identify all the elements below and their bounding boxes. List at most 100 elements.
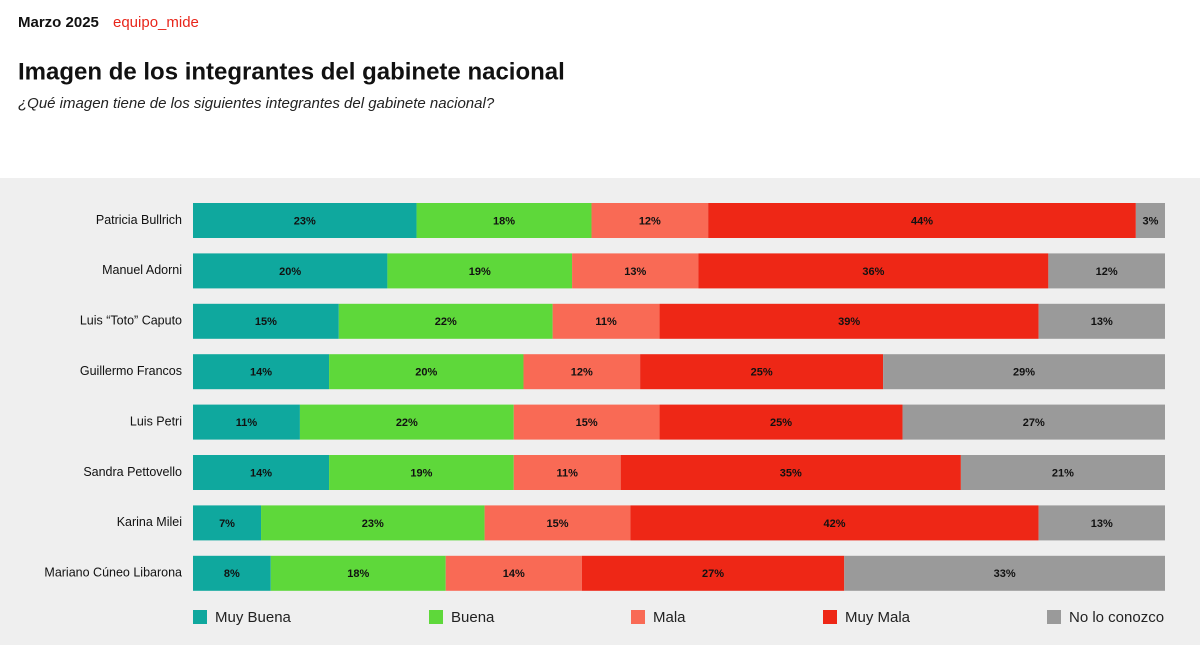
bar-segment [416, 203, 592, 238]
value-label: 29% [1013, 367, 1035, 379]
legend-swatch [429, 610, 443, 624]
value-label: 11% [236, 417, 258, 429]
value-label: 15% [255, 316, 277, 328]
bar-segment [1038, 505, 1165, 541]
bar-segment [513, 455, 621, 490]
legend-swatch [193, 610, 207, 624]
category-label: Mariano Cúneo Libarona [44, 566, 182, 580]
value-label: 14% [503, 568, 525, 580]
bar-segment [552, 303, 660, 339]
value-label: 35% [780, 467, 802, 479]
value-label: 23% [294, 215, 316, 227]
bar-segment [523, 354, 641, 390]
bar-segment [299, 404, 514, 440]
category-label: Sandra Pettovello [83, 465, 182, 479]
bar-segment [591, 203, 709, 238]
legend-label: Mala [653, 609, 686, 626]
bar-segment [902, 404, 1165, 440]
category-label: Manuel Adorni [102, 263, 182, 277]
value-label: 15% [576, 417, 598, 429]
legend-label: Muy Buena [215, 609, 292, 626]
value-label: 33% [994, 568, 1016, 580]
bar-segment [620, 455, 961, 490]
category-label: Patricia Bullrich [96, 213, 182, 227]
bar-segment [193, 354, 330, 390]
bar-segment [193, 455, 330, 490]
value-label: 19% [469, 266, 491, 278]
category-label: Luis Petri [130, 414, 182, 428]
value-label: 27% [702, 568, 724, 580]
value-label: 25% [770, 417, 792, 429]
value-label: 19% [410, 467, 432, 479]
chart-title: Imagen de los integrantes del gabinete n… [18, 58, 565, 85]
date: Marzo 2025 [18, 14, 99, 31]
value-label: 22% [435, 316, 457, 328]
value-label: 8% [224, 568, 240, 580]
bar-segment [572, 253, 699, 289]
value-label: 21% [1052, 467, 1074, 479]
bar-segment [1048, 253, 1165, 289]
value-label: 13% [624, 266, 646, 278]
bar-segment [261, 505, 485, 541]
bar-segment [1135, 203, 1165, 238]
bar-segment [513, 404, 660, 440]
bar-segment [1038, 303, 1165, 339]
bar-segment [338, 303, 553, 339]
bar-segment [708, 203, 1136, 238]
legend-swatch [1047, 610, 1061, 624]
bar-segment [193, 303, 339, 339]
legend-swatch [823, 610, 837, 624]
bar-segment [659, 404, 903, 440]
value-label: 18% [347, 568, 369, 580]
value-label: 14% [250, 467, 272, 479]
value-label: 44% [911, 215, 933, 227]
legend-label: Muy Mala [845, 609, 911, 626]
value-label: 7% [219, 518, 235, 530]
bar-segment [329, 455, 514, 490]
bar-segment [698, 253, 1049, 289]
value-label: 3% [1142, 215, 1158, 227]
value-label: 25% [751, 367, 773, 379]
brand: equipo_mide [113, 14, 199, 31]
legend-label: No lo conozco [1069, 609, 1164, 626]
bar-segment [844, 555, 1165, 591]
value-label: 13% [1091, 316, 1113, 328]
value-label: 12% [1096, 266, 1118, 278]
value-label: 11% [595, 316, 617, 328]
bar-segment [193, 253, 388, 289]
category-label: Karina Milei [117, 515, 182, 529]
bar-segment [640, 354, 884, 390]
bar-segment [193, 505, 262, 541]
bar-segment [484, 505, 631, 541]
bar-segment [883, 354, 1165, 390]
value-label: 12% [639, 215, 661, 227]
bar-segment [581, 555, 845, 591]
bar-segment [193, 203, 417, 238]
value-label: 15% [546, 518, 568, 530]
value-label: 36% [862, 266, 884, 278]
bar-segment [960, 455, 1165, 490]
bar-segment [193, 404, 300, 440]
bar-segment [329, 354, 524, 390]
value-label: 13% [1091, 518, 1113, 530]
category-label: Guillermo Francos [80, 364, 182, 378]
value-label: 14% [250, 367, 272, 379]
category-label: Luis “Toto” Caputo [80, 314, 182, 328]
value-label: 18% [493, 215, 515, 227]
bar-segment [270, 555, 446, 591]
value-label: 12% [571, 367, 593, 379]
value-label: 20% [415, 367, 437, 379]
value-label: 42% [824, 518, 846, 530]
bar-segment [630, 505, 1039, 541]
bar-segment [659, 303, 1039, 339]
legend-label: Buena [451, 609, 495, 626]
legend-swatch [631, 610, 645, 624]
value-label: 11% [557, 467, 579, 479]
bar-segment [387, 253, 573, 289]
bar-segment [193, 555, 271, 591]
value-label: 20% [279, 266, 301, 278]
chart-subtitle: ¿Qué imagen tiene de los siguientes inte… [18, 95, 495, 112]
bar-segment [445, 555, 582, 591]
value-label: 39% [838, 316, 860, 328]
